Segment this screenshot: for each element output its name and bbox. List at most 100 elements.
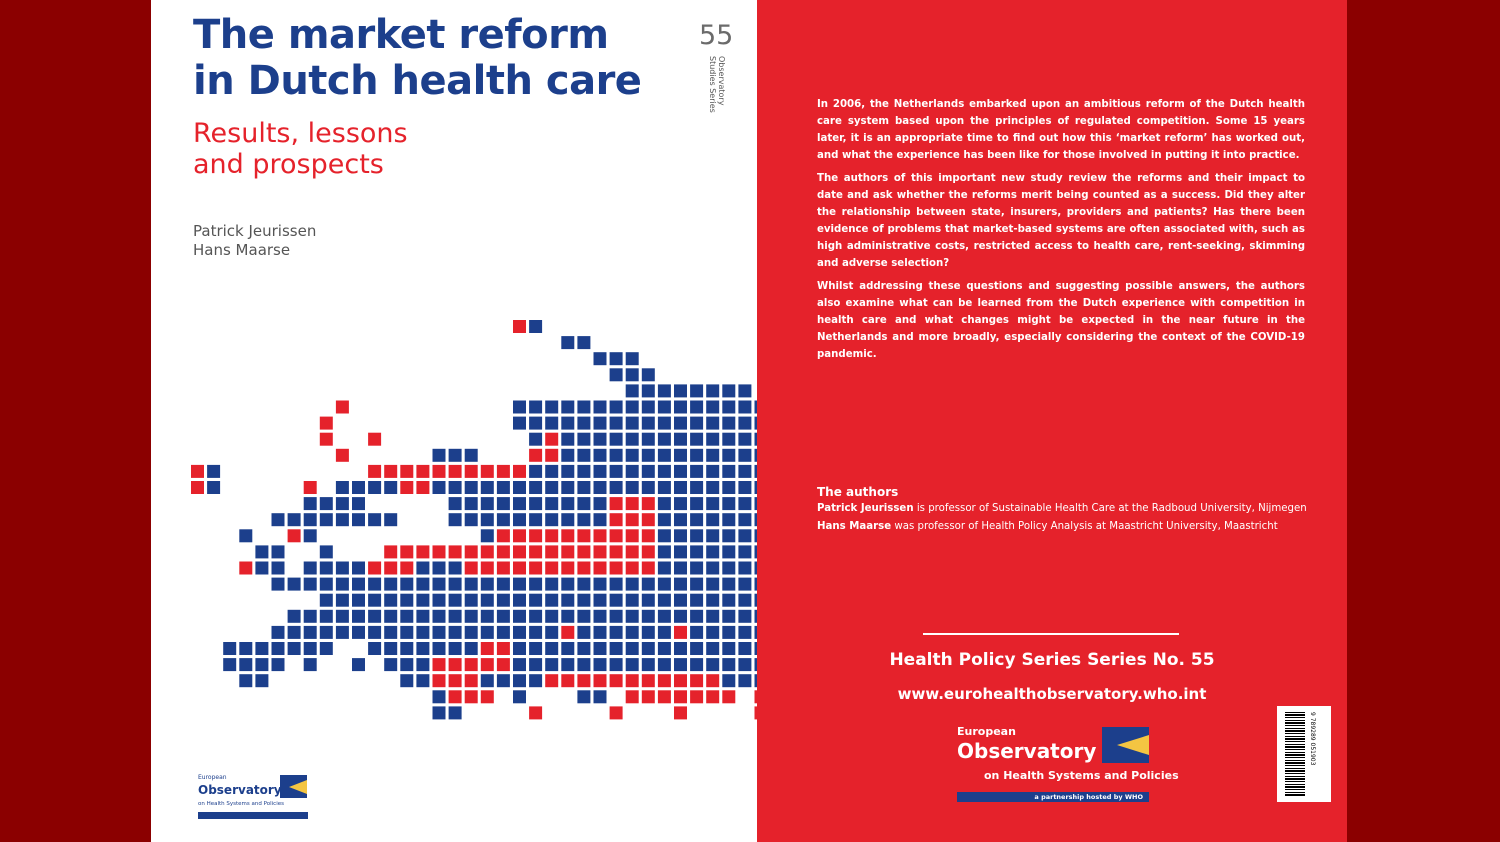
- mosaic-tile: [754, 545, 757, 559]
- mosaic-tile: [754, 561, 757, 575]
- mosaic-tile: [706, 642, 720, 655]
- mosaic-tile: [352, 577, 365, 591]
- book-title-line-2: in Dutch health care: [193, 58, 642, 104]
- mosaic-tile: [738, 593, 752, 607]
- mosaic-tile: [690, 416, 704, 430]
- back-cover-blurb: In 2006, the Netherlands embarked upon a…: [817, 96, 1305, 369]
- mosaic-tile: [738, 432, 752, 446]
- mosaic-tile: [384, 561, 398, 575]
- mosaic-tile: [738, 400, 752, 414]
- mosaic-tile: [480, 513, 494, 527]
- mosaic-tile: [384, 609, 398, 623]
- mosaic-tile: [657, 513, 671, 527]
- mosaic-tile: [464, 674, 478, 688]
- mosaic-tile: [464, 497, 478, 511]
- mosaic-tile: [529, 658, 543, 672]
- mosaic-tile: [529, 625, 543, 639]
- mosaic-tile: [352, 513, 365, 527]
- mosaic-tile: [432, 658, 446, 672]
- mosaic-tile: [384, 464, 398, 478]
- mosaic-tile: [529, 432, 543, 446]
- mosaic-tile: [625, 625, 639, 639]
- mosaic-tile: [335, 593, 349, 607]
- mosaic-tile: [513, 577, 526, 591]
- mosaic-tile: [690, 625, 704, 639]
- mosaic-tile: [609, 658, 623, 672]
- mosaic-tile: [448, 561, 462, 575]
- series-line: Health Policy Series Series No. 55: [889, 650, 1215, 670]
- mosaic-tile: [416, 674, 430, 688]
- mosaic-tile: [674, 561, 687, 575]
- mosaic-tile: [384, 577, 398, 591]
- mosaic-tile: [561, 642, 575, 655]
- mosaic-tile: [722, 642, 736, 655]
- mosaic-tile: [722, 497, 736, 511]
- mosaic-tile: [480, 561, 494, 575]
- mosaic-tile: [287, 529, 301, 543]
- mosaic-tile: [738, 561, 752, 575]
- logo-large-line-observatory: Observatory: [957, 739, 1097, 763]
- mosaic-tile: [335, 561, 349, 575]
- mosaic-tile: [577, 690, 591, 704]
- mosaic-tile: [207, 464, 221, 478]
- mosaic-tile: [464, 658, 478, 672]
- mosaic-tile: [593, 690, 607, 704]
- mosaic-tile: [706, 577, 720, 591]
- mosaic-tile: [239, 674, 253, 688]
- mosaic-tile: [545, 432, 559, 446]
- mosaic-tile: [400, 464, 414, 478]
- mosaic-tile: [529, 674, 543, 688]
- mosaic-tile: [416, 561, 430, 575]
- mosaic-tile: [625, 497, 639, 511]
- mosaic-tile: [722, 448, 736, 462]
- observatory-flag-icon-large: [1102, 727, 1149, 763]
- mosaic-tile: [738, 577, 752, 591]
- mosaic-tile: [207, 481, 221, 494]
- mosaic-tile: [561, 545, 575, 559]
- mosaic-tile: [319, 513, 333, 527]
- mosaic-tile: [545, 529, 559, 543]
- mosaic-tile: [657, 642, 671, 655]
- book-subtitle-line-1: Results, lessons: [193, 118, 408, 149]
- mosaic-tile: [722, 464, 736, 478]
- mosaic-tile: [706, 593, 720, 607]
- mosaic-tile: [754, 690, 757, 704]
- mosaic-tile: [722, 545, 736, 559]
- mosaic-tile: [496, 577, 510, 591]
- mosaic-tile: [303, 513, 317, 527]
- mosaic-tile: [706, 464, 720, 478]
- mosaic-tile: [690, 690, 704, 704]
- mosaic-tile: [448, 545, 462, 559]
- mosaic-tile: [674, 706, 687, 720]
- mosaic-tile: [352, 481, 365, 494]
- mosaic-tile: [368, 513, 382, 527]
- mosaic-tile: [577, 625, 591, 639]
- mosaic-tile: [464, 609, 478, 623]
- mosaic-tile: [529, 497, 543, 511]
- mosaic-tile: [690, 384, 704, 398]
- mosaic-tile: [641, 561, 655, 575]
- mosaic-tile: [480, 674, 494, 688]
- mosaic-tile: [674, 690, 687, 704]
- mosaic-tile: [609, 448, 623, 462]
- mosaic-tile: [464, 481, 478, 494]
- mosaic-tile: [738, 545, 752, 559]
- mosaic-tile: [513, 593, 526, 607]
- mosaic-tile: [464, 545, 478, 559]
- mosaic-tile: [674, 577, 687, 591]
- mosaic-tile: [513, 609, 526, 623]
- mosaic-tile: [239, 642, 253, 655]
- observatory-logo-large: European Observatory on Health Systems a…: [957, 725, 1179, 807]
- mosaic-tile: [674, 432, 687, 446]
- mosaic-tile: [738, 464, 752, 478]
- mosaic-tile: [706, 448, 720, 462]
- mosaic-tile: [545, 625, 559, 639]
- mosaic-tile: [496, 464, 510, 478]
- mosaic-tile: [384, 481, 398, 494]
- mosaic-tile: [335, 400, 349, 414]
- mosaic-tile: [625, 690, 639, 704]
- mosaic-tile: [754, 464, 757, 478]
- mosaic-tile: [674, 384, 687, 398]
- mosaic-tile: [448, 642, 462, 655]
- series-number: 55: [699, 20, 734, 51]
